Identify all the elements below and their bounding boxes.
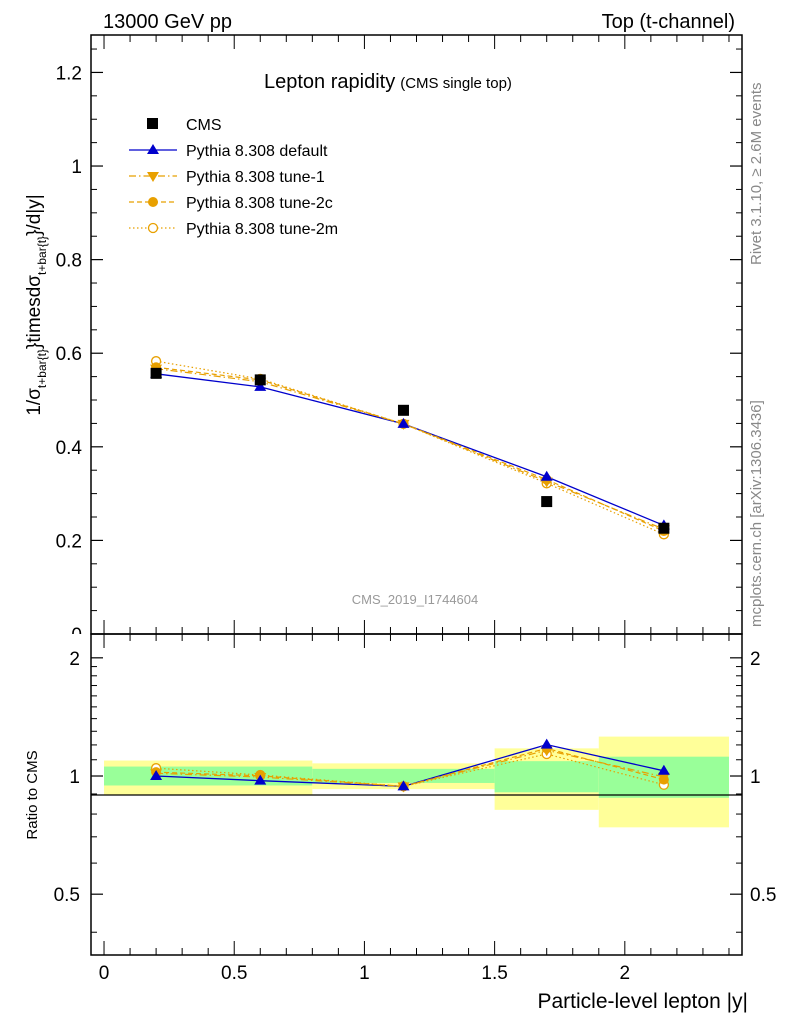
legend-tune1-label: Pythia 8.308 tune-1 — [186, 169, 325, 186]
ratio-y-axis: 0.5 0.5 1 1 2 2 — [54, 649, 776, 933]
main-panel: 0.2 0.4 0.6 0.8 1 1.2 0 Lepton rapidity (CMS si… — [24, 34, 743, 646]
ratio-point-triangle-down — [540, 746, 553, 757]
main-point-square — [658, 522, 670, 534]
process-label: Top (t-channel) — [602, 11, 735, 33]
ratio-point-triangle-up — [150, 770, 163, 781]
mcplots-label: mcplots.cern.ch [arXiv:1306.3436] — [748, 400, 765, 627]
ratio-point-triangle-up — [657, 764, 670, 775]
ratio-point-triangle-down — [657, 772, 670, 783]
main-y-tick-label: 0.4 — [56, 438, 83, 459]
ratio-y-tick-label: 1 — [69, 767, 80, 788]
ratio-y-tick-label-right: 1 — [750, 767, 761, 788]
chart-title: Lepton rapidity (CMS single top) — [264, 71, 512, 93]
main-y-tick-label: 0.2 — [56, 531, 82, 552]
legend-tune2c-marker — [148, 197, 158, 207]
main-series-line — [156, 366, 665, 532]
main-point-square — [541, 496, 553, 508]
x-axis-label: Particle-level lepton |y| — [537, 990, 748, 1013]
legend-cms-marker — [147, 118, 158, 129]
main-point-triangle-up — [397, 417, 410, 428]
legend-tune2m-marker — [147, 222, 159, 234]
legend-entry-default: Pythia 8.308 default — [129, 143, 328, 160]
x-tick-label: 2 — [620, 963, 631, 984]
x-tick-label: 0.5 — [221, 963, 247, 984]
legend-tune2c-label: Pythia 8.308 tune-2c — [186, 195, 333, 212]
legend-entry-tune-2m: Pythia 8.308 tune-2m — [129, 221, 338, 238]
legend-default-label: Pythia 8.308 default — [186, 143, 328, 160]
main-series-line — [156, 373, 665, 527]
main-series-line — [155, 360, 665, 535]
legend-default-marker — [147, 144, 159, 154]
main-point-triangle-up — [254, 380, 267, 391]
analysis-id-label: CMS_2019_I1744604 — [352, 592, 479, 607]
x-tick-label: 0 — [99, 963, 110, 984]
main-point-triangle-up — [540, 470, 553, 481]
legend-tune1-marker — [147, 172, 159, 182]
legend-entry-cms: CMS — [147, 117, 222, 134]
ratio-y-tick-label-right: 2 — [750, 649, 761, 670]
ratio-x-axis: 0 0.5 1 1.5 2 — [99, 634, 730, 984]
ratio-point-triangle-up — [397, 780, 410, 791]
x-tick-label: 1 — [359, 963, 370, 984]
x-tick-label: 1.5 — [481, 963, 507, 984]
collision-energy-label: 13000 GeV pp — [103, 11, 232, 33]
ratio-series-line — [156, 747, 665, 787]
main-point-square — [254, 374, 266, 386]
ratio-y-tick-label-right: 0.5 — [750, 885, 776, 906]
legend: CMS Pythia 8.308 default Pythia 8.308 tu… — [129, 117, 338, 238]
ratio-y-axis-label: Ratio to CMS — [24, 750, 41, 839]
legend-cms-label: CMS — [186, 117, 222, 134]
main-y-tick-label-zero: 0 — [71, 625, 82, 646]
stat-uncertainty-band — [104, 766, 313, 786]
main-series-markers — [150, 356, 670, 540]
main-point-square — [397, 404, 409, 416]
ratio-series-markers — [150, 738, 670, 793]
main-y-axis: 0.2 0.4 0.6 0.8 1 1.2 0 — [56, 48, 742, 646]
main-series-lines — [155, 360, 665, 535]
main-x-ticks — [103, 35, 730, 634]
main-y-zero-clip: 0 — [71, 625, 82, 646]
main-series-line — [156, 368, 665, 530]
legend-tune2m-label: Pythia 8.308 tune-2m — [186, 221, 338, 238]
legend-entry-tune-1: Pythia 8.308 tune-1 — [129, 169, 325, 186]
legend-entry-tune-2c: Pythia 8.308 tune-2c — [129, 195, 333, 212]
stat-uncertainty-band — [312, 768, 495, 783]
stat-uncertainty-band — [494, 761, 599, 793]
main-y-tick-label: 1.2 — [56, 63, 82, 84]
main-point-square — [150, 367, 162, 379]
ratio-y-tick-label: 2 — [69, 649, 80, 670]
ratio-point-triangle-up — [254, 774, 267, 785]
main-y-tick-label: 0.8 — [56, 251, 82, 272]
ratio-y-tick-label: 0.5 — [54, 885, 80, 906]
rivet-version-label: Rivet 3.1.10, ≥ 2.6M events — [748, 83, 765, 266]
ratio-point-triangle-up — [540, 738, 553, 749]
ratio-panel: 0.5 0.5 1 1 2 2 0 0.5 1 1.5 2 Ratio to CMS Partic… — [24, 633, 776, 1013]
main-y-axis-label: 1/σt+bar{t}}timesdσt+bar{t}}/d|y| — [24, 194, 49, 415]
main-y-tick-label: 1 — [71, 157, 82, 178]
main-y-tick-label: 0.6 — [56, 344, 82, 365]
